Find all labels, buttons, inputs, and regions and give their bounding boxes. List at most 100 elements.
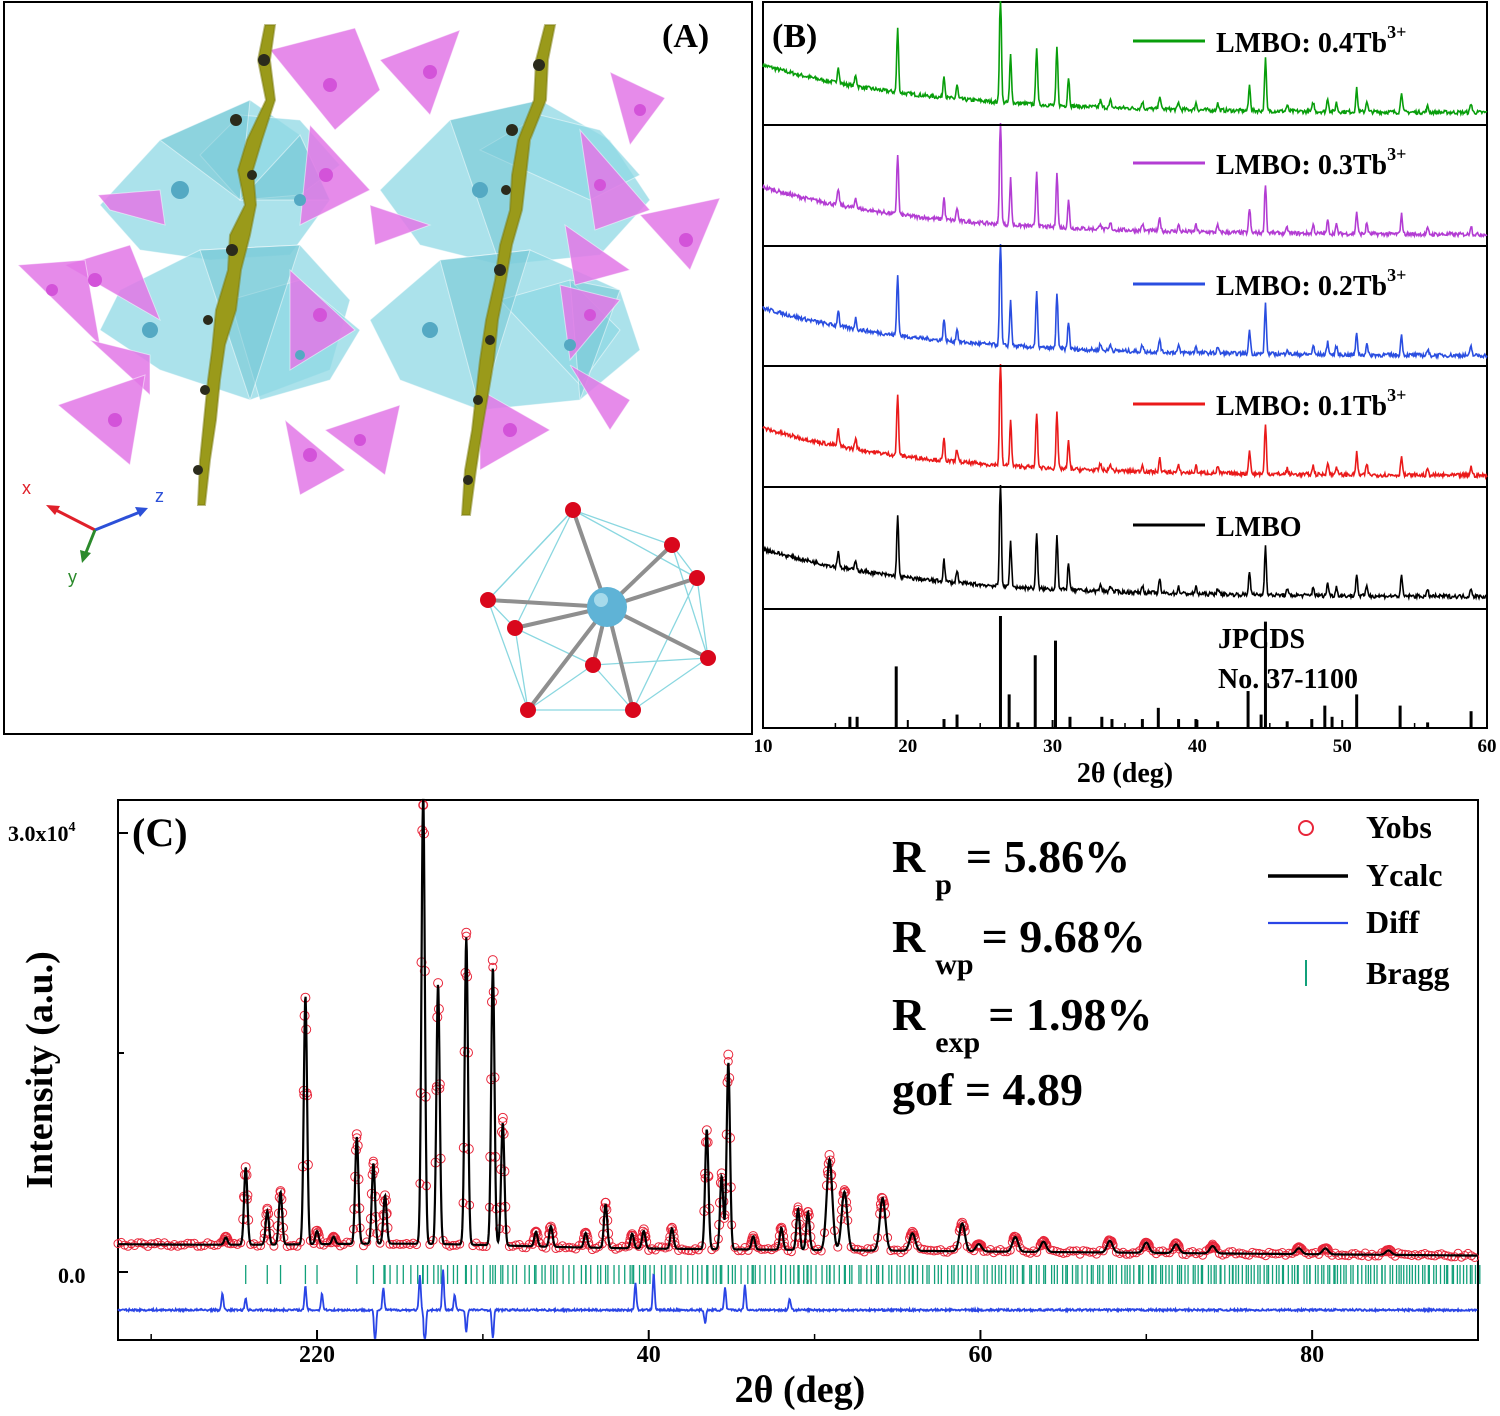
series-line-2 — [762, 243, 1488, 361]
legend-label-1: LMBO: 0.3Tb3+ — [1216, 144, 1406, 181]
stat-rp: Rp= 5.86% — [892, 831, 1130, 901]
c-xtick-label: 40 — [637, 1342, 661, 1368]
chain-atoms — [193, 54, 545, 485]
yobs-point — [1172, 1240, 1183, 1251]
y-tick-top: 3.0x104 — [8, 820, 76, 846]
panel-b-xlabel: 2θ (deg) — [1077, 758, 1173, 789]
panel-b: (B) LMBO: 0.4Tb3+ LMBO: 0.3Tb3+ LMBO: 0.2T… — [754, 0, 1497, 789]
yobs-point — [1277, 1248, 1287, 1257]
yobs-point — [594, 1242, 604, 1251]
yobs-point — [487, 955, 498, 966]
legend-label-0: LMBO: 0.4Tb3+ — [1216, 22, 1406, 59]
yobs-point — [478, 1242, 488, 1251]
stat-rwp: Rwp= 9.68% — [892, 911, 1146, 981]
yobs-point — [143, 1241, 153, 1251]
yobs-point — [1385, 1245, 1396, 1256]
y-tick-zero: 0.0 — [58, 1263, 86, 1288]
yobs-point — [481, 1242, 491, 1251]
c-xtick-label: 80 — [1300, 1342, 1324, 1368]
yobs-point — [222, 1234, 233, 1245]
series-line-0 — [762, 0, 1488, 117]
stat-gof: gof = 4.89 — [892, 1064, 1083, 1115]
panel-c-xlabel: 2θ (deg) — [735, 1369, 866, 1411]
panel-b-reference — [848, 616, 1473, 728]
yobs-point — [362, 1237, 372, 1247]
panel-b-series: LMBO: 0.4Tb3+ LMBO: 0.3Tb3+ LMBO: 0.2Tb3+ L… — [762, 0, 1488, 610]
yobs-points — [113, 800, 1480, 1262]
yobs-point — [1374, 1251, 1383, 1261]
b-xtick-label: 50 — [1333, 736, 1352, 757]
yobs-point — [1209, 1241, 1220, 1252]
refinement-stats: Rp= 5.86% Rwp= 9.68% Rexp= 1.98% gof = 4… — [892, 831, 1152, 1115]
reference-label-line2: No. 37-1100 — [1218, 664, 1358, 695]
tetra-center-atoms — [46, 65, 693, 462]
panel-b-x-axis: 10 20 30 40 50 60 — [754, 720, 1497, 757]
yobs-point — [580, 1227, 591, 1238]
oxygen-atoms — [480, 502, 716, 718]
b-xtick-label: 30 — [1043, 736, 1062, 757]
panel-c-legend: Yobs Ycalc Diff Bragg — [1268, 809, 1450, 991]
yobs-point — [497, 1112, 508, 1123]
yobs-point — [221, 1232, 232, 1243]
yobs-point — [531, 1226, 541, 1237]
yobs-point — [220, 1231, 231, 1242]
axis-x-label: x — [22, 478, 31, 498]
yobs-point — [723, 1049, 734, 1060]
yobs-point — [445, 1241, 455, 1251]
yobs-point — [1155, 1246, 1165, 1256]
series-line-3 — [762, 363, 1488, 481]
panel-b-label: (B) — [772, 18, 817, 55]
yobs-point — [869, 1243, 879, 1253]
yobs-point — [286, 1241, 295, 1251]
yobs-point — [1322, 1243, 1333, 1254]
yobs-point — [916, 1244, 926, 1254]
yobs-point — [1207, 1241, 1218, 1251]
panel-c-ylabel: Intensity (a.u.) — [19, 951, 61, 1189]
yobs-point — [236, 1238, 246, 1248]
legend-label-3: LMBO: 0.1Tb3+ — [1216, 385, 1406, 422]
yobs-point — [737, 1246, 747, 1256]
yobs-point — [1470, 1253, 1480, 1262]
c-xtick-label: 220 — [299, 1342, 335, 1368]
yobs-point — [1224, 1247, 1234, 1257]
yobs-point — [1171, 1238, 1182, 1249]
octa-center-atoms — [142, 181, 576, 360]
yobs-point — [1244, 1250, 1254, 1260]
yobs-point — [1247, 1247, 1257, 1257]
yobs-point — [1011, 1232, 1022, 1243]
boron-chains — [196, 24, 557, 516]
yobs-point — [863, 1244, 873, 1254]
yobs-point — [839, 1187, 850, 1198]
yobs-point — [1261, 1251, 1271, 1261]
b-xtick-label: 10 — [754, 736, 773, 757]
yobs-point — [1065, 1246, 1075, 1256]
yobs-point — [1360, 1248, 1370, 1258]
yobs-point — [183, 1238, 193, 1248]
yobs-point — [654, 1242, 664, 1252]
diff-line — [117, 1269, 1478, 1339]
legend-label-c: Diff — [1366, 904, 1420, 940]
tetrahedra-layer — [16, 27, 721, 496]
yobs-point — [282, 1242, 292, 1251]
yobs-point — [461, 927, 472, 938]
yobs-point — [116, 1237, 126, 1247]
yobs-point — [375, 1238, 385, 1248]
crystal-structure — [16, 24, 721, 516]
yobs-point — [541, 1243, 551, 1253]
yobs-point — [1121, 1249, 1131, 1259]
yobs-point — [1295, 1243, 1306, 1254]
panel-a-label: (A) — [662, 18, 709, 55]
legend-label-c: Bragg — [1366, 955, 1450, 991]
legend-marker-yobs — [1298, 820, 1314, 836]
yobs-point — [1078, 1246, 1088, 1256]
yobs-point — [1172, 1239, 1182, 1249]
diff-curve — [117, 1269, 1478, 1339]
yobs-point — [974, 1239, 985, 1250]
axis-z-label: z — [155, 486, 164, 506]
c-xtick-label: 60 — [968, 1342, 992, 1368]
stat-rexp: Rexp= 1.98% — [892, 989, 1152, 1059]
ycalc-line — [118, 798, 1478, 1257]
axis-y-label: y — [68, 567, 77, 587]
b-xtick-label: 20 — [898, 736, 917, 757]
yobs-point — [684, 1246, 693, 1256]
